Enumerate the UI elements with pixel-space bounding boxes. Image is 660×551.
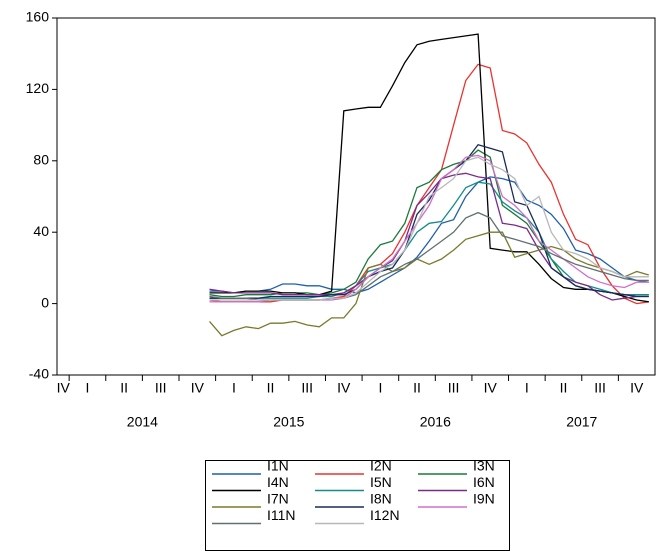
legend-label: I12N — [370, 507, 400, 523]
x-tick-label: III — [594, 380, 606, 396]
y-tick-label: 0 — [41, 294, 49, 310]
y-tick-label: -40 — [29, 366, 49, 382]
x-tick-label: II — [120, 380, 128, 396]
x-year-label: 2017 — [566, 414, 597, 430]
plot-frame — [56, 17, 656, 376]
x-tick-label: IV — [630, 380, 644, 396]
x-tick-label: I — [86, 380, 90, 396]
series-line — [209, 63, 649, 305]
x-tick-label: IV — [484, 380, 498, 396]
legend-label: I1N — [267, 458, 289, 474]
x-tick-label: IV — [191, 380, 205, 396]
x-year-label: 2016 — [420, 414, 451, 430]
x-tick-label: I — [378, 380, 382, 396]
y-tick-label: 40 — [33, 223, 49, 239]
legend-label: I11N — [267, 507, 296, 523]
x-tick-label: III — [448, 380, 460, 396]
series-line — [209, 172, 649, 301]
legend-label: I7N — [267, 491, 289, 507]
series-line — [209, 156, 649, 301]
legend-label: I3N — [473, 458, 495, 474]
x-tick-label: I — [525, 380, 529, 396]
legend-label: I6N — [473, 474, 495, 490]
x-year-label: 2014 — [127, 414, 158, 430]
x-tick-label: IV — [337, 380, 351, 396]
x-tick-label: I — [232, 380, 236, 396]
y-tick-label: 160 — [26, 9, 50, 25]
series-line — [209, 143, 649, 299]
x-year-label: 2015 — [273, 414, 304, 430]
series-line — [209, 154, 649, 303]
y-tick-label: 120 — [26, 80, 50, 96]
legend-label: I9N — [473, 491, 495, 507]
legend-label: I5N — [370, 474, 392, 490]
y-tick-label: 80 — [33, 152, 49, 168]
x-tick-label: III — [301, 380, 313, 396]
x-tick-label: II — [413, 380, 421, 396]
x-tick-label: IV — [57, 380, 71, 396]
legend-label: I4N — [267, 474, 289, 490]
series-line — [209, 176, 649, 294]
x-tick-label: III — [155, 380, 167, 396]
x-tick-label: II — [560, 380, 568, 396]
x-tick-label: II — [267, 380, 275, 396]
legend-label: I8N — [370, 491, 392, 507]
legend-label: I2N — [370, 458, 392, 474]
series-line — [209, 231, 649, 337]
series-line — [209, 33, 649, 303]
